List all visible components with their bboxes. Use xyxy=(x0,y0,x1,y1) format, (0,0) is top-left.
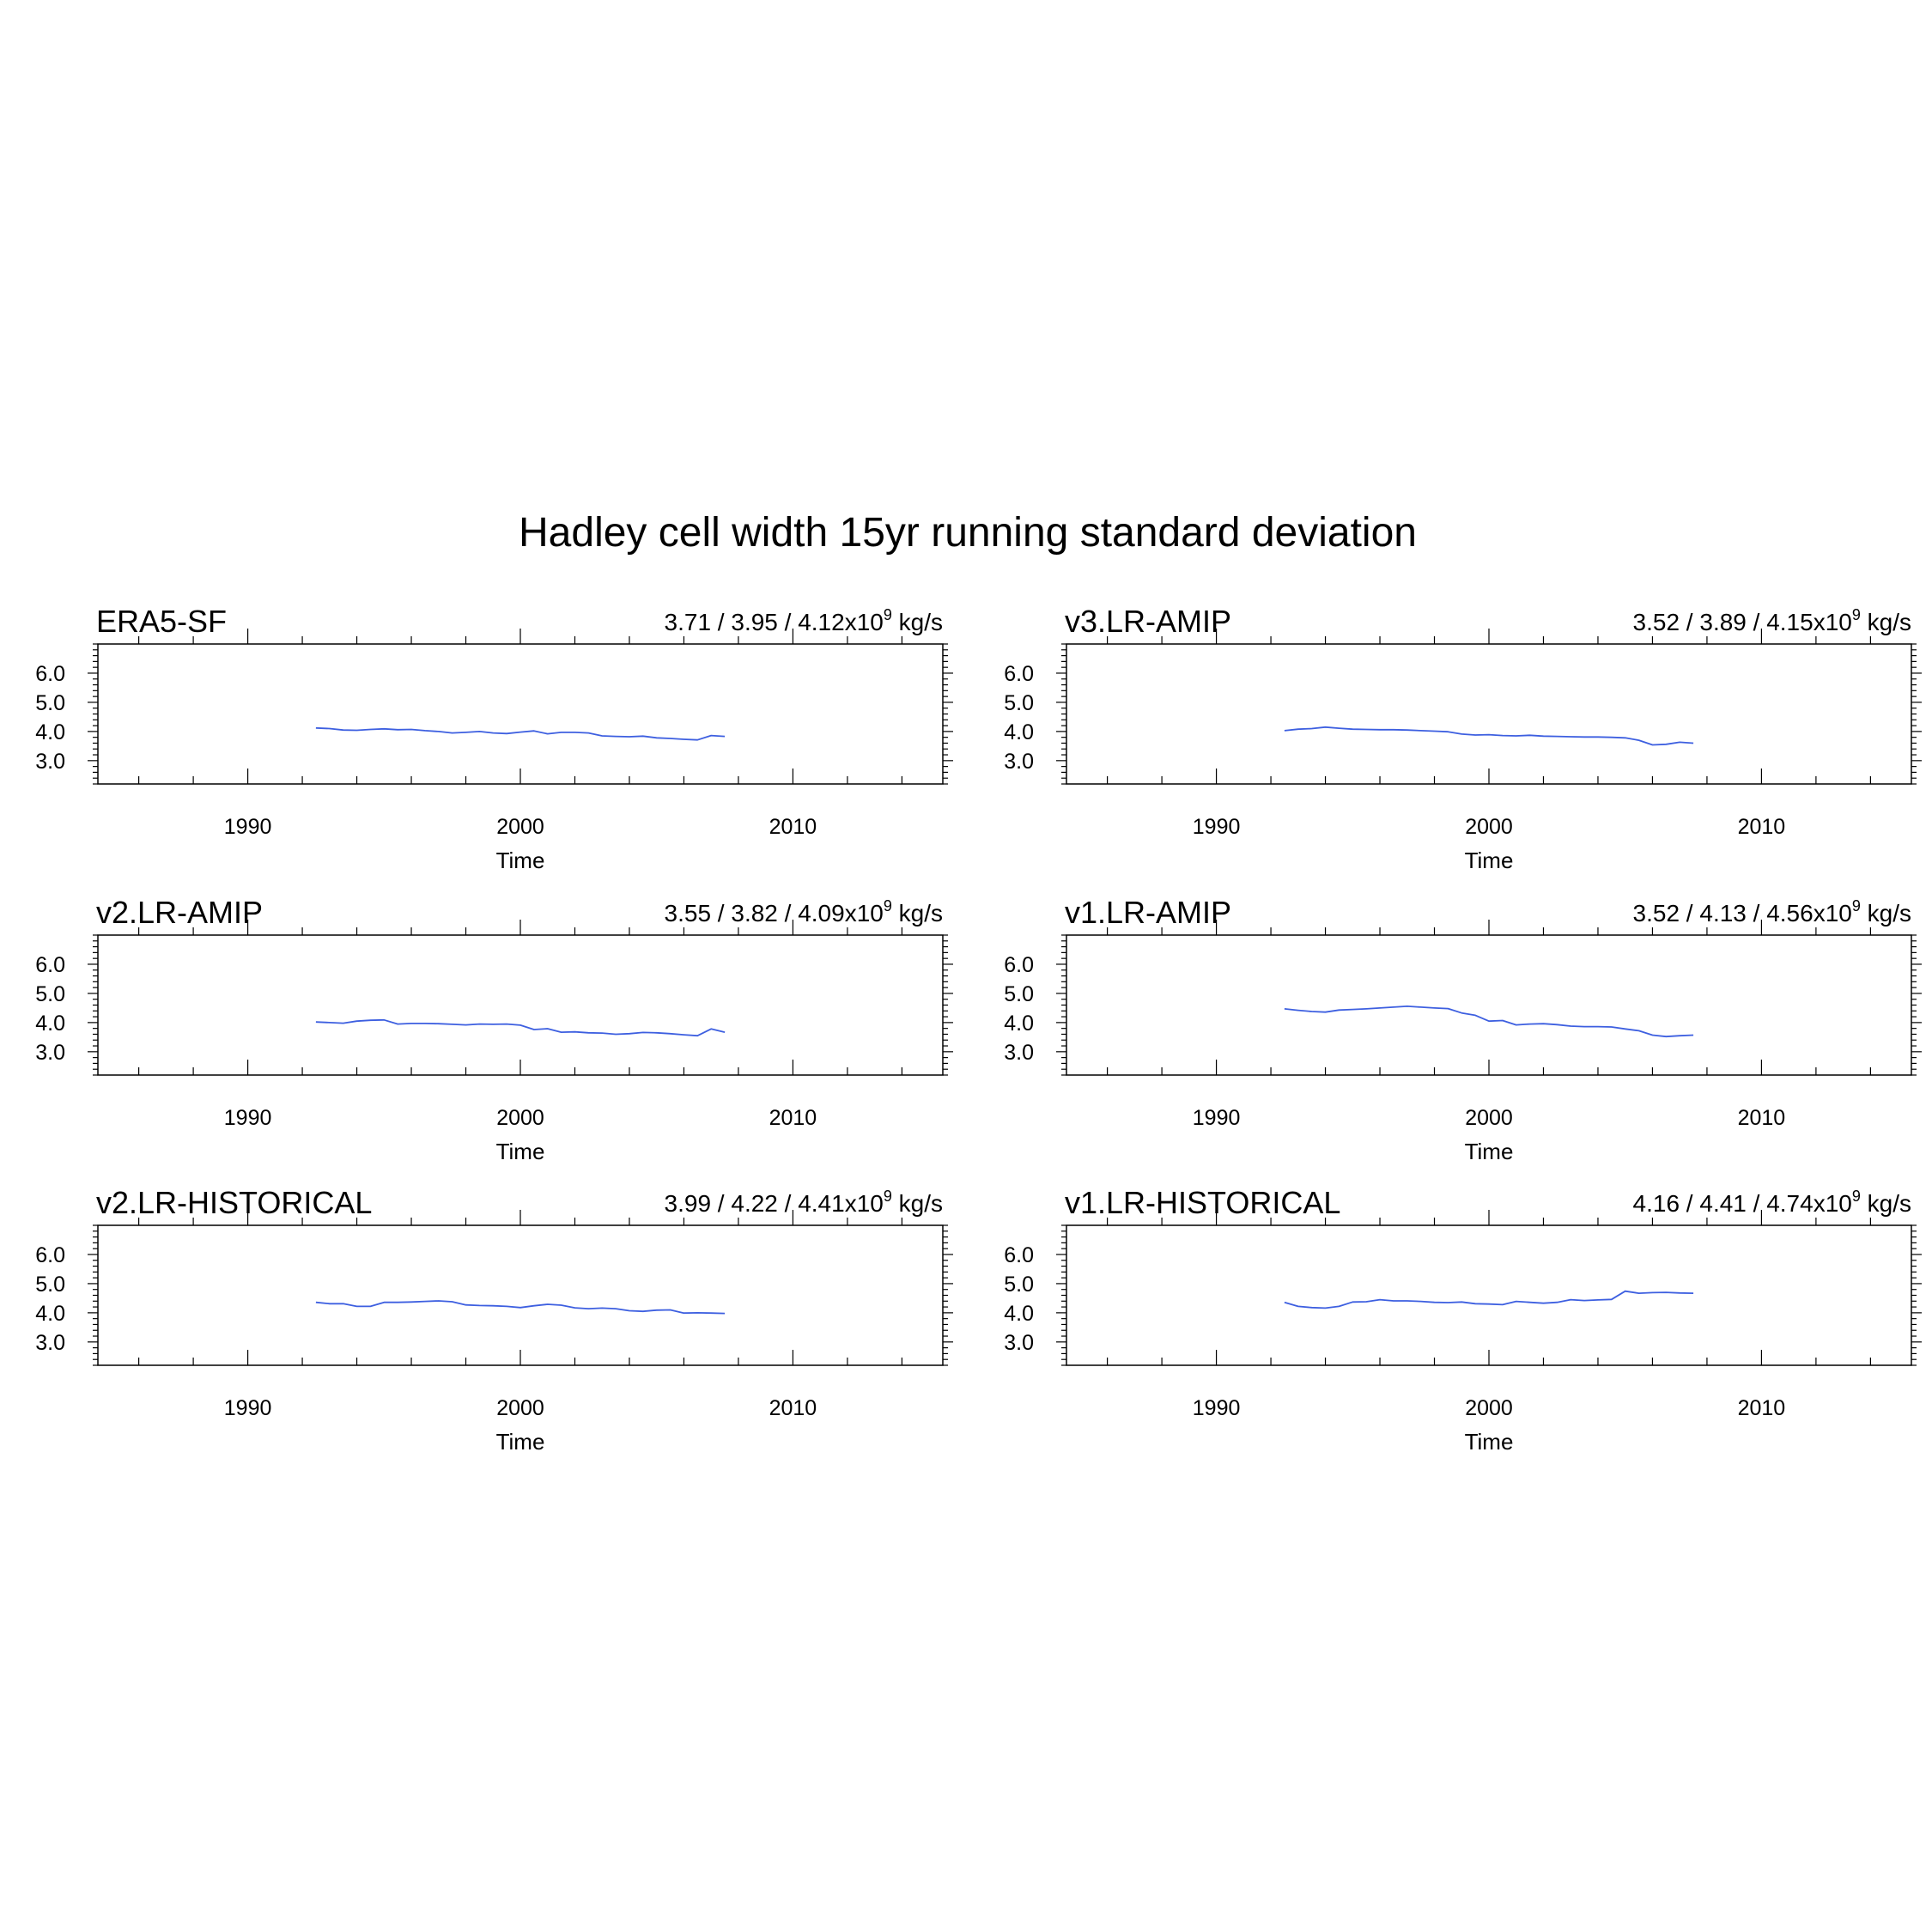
panel-v3-lr-amip: v3.LR-AMIP 3.52 / 3.89 / 4.15x109 kg/s 199… xyxy=(1004,604,1922,873)
x-tick-label: 2000 xyxy=(1465,1106,1513,1130)
y-tick-label: 6.0 xyxy=(35,953,65,977)
panel-v1-lr-amip: v1.LR-AMIP 3.52 / 4.13 / 4.56x109 kg/s 199… xyxy=(1004,895,1922,1164)
x-tick-label: 2010 xyxy=(1738,1106,1786,1130)
panel-v1-lr-historical: v1.LR-HISTORICAL 4.16 / 4.41 / 4.74x109 k… xyxy=(1004,1185,1922,1455)
stats-exponent: 9 xyxy=(884,606,892,623)
y-tick-label: 5.0 xyxy=(1004,982,1034,1006)
stats-exponent: 9 xyxy=(1852,1188,1861,1205)
x-tick-label: 2000 xyxy=(496,1106,544,1130)
panel-stats: 3.52 / 4.13 / 4.56x109 kg/s xyxy=(1633,897,1911,927)
x-axis-label: Time xyxy=(1465,848,1514,873)
y-tick-label: 3.0 xyxy=(35,1041,65,1065)
y-tick-label: 3.0 xyxy=(35,750,65,774)
panel-title: v2.LR-AMIP xyxy=(96,895,263,930)
stats-values: 3.71 / 3.95 / 4.12x10 xyxy=(665,609,884,635)
series-line xyxy=(1284,1005,1694,1038)
series-line xyxy=(1284,726,1694,746)
panel-stats: 3.52 / 3.89 / 4.15x109 kg/s xyxy=(1633,606,1911,635)
plot-frame xyxy=(1066,1224,1912,1366)
plot-frame xyxy=(97,1224,944,1366)
x-tick-label: 2010 xyxy=(1738,1396,1786,1420)
y-tick-label: 4.0 xyxy=(1004,1302,1034,1326)
y-tick-label: 3.0 xyxy=(1004,1041,1034,1065)
stats-unit: kg/s xyxy=(892,609,943,635)
y-tick-label: 6.0 xyxy=(35,1243,65,1267)
y-tick-label: 3.0 xyxy=(35,1331,65,1355)
y-tick-label: 5.0 xyxy=(35,691,65,715)
stats-exponent: 9 xyxy=(884,1188,892,1205)
plot-frame xyxy=(1066,643,1912,785)
y-tick-label: 5.0 xyxy=(35,1273,65,1297)
stats-exponent: 9 xyxy=(1852,897,1861,914)
y-tick-label: 6.0 xyxy=(1004,953,1034,977)
y-tick-label: 4.0 xyxy=(1004,720,1034,744)
plot-frame xyxy=(1066,934,1912,1076)
stats-values: 3.52 / 4.13 / 4.56x10 xyxy=(1633,900,1852,927)
stats-exponent: 9 xyxy=(1852,606,1861,623)
stats-unit: kg/s xyxy=(1861,609,1911,635)
panel-v2-lr-amip: v2.LR-AMIP 3.55 / 3.82 / 4.09x109 kg/s 199… xyxy=(35,895,953,1164)
x-tick-label: 2000 xyxy=(496,1396,544,1420)
y-tick-label: 4.0 xyxy=(35,1302,65,1326)
x-axis-label: Time xyxy=(496,848,545,873)
y-tick-label: 4.0 xyxy=(1004,1012,1034,1036)
x-tick-label: 1990 xyxy=(1193,1106,1241,1130)
panel-stats: 3.71 / 3.95 / 4.12x109 kg/s xyxy=(665,606,943,635)
y-tick-label: 6.0 xyxy=(35,662,65,686)
x-tick-label: 1990 xyxy=(224,815,272,839)
x-tick-label: 2010 xyxy=(769,815,817,839)
series-line xyxy=(315,726,726,741)
panel-title: v1.LR-AMIP xyxy=(1065,895,1231,930)
series-line xyxy=(1284,1290,1694,1309)
y-tick-label: 5.0 xyxy=(1004,691,1034,715)
y-tick-label: 4.0 xyxy=(35,1012,65,1036)
stats-values: 4.16 / 4.41 / 4.74x10 xyxy=(1633,1190,1852,1217)
x-tick-label: 2010 xyxy=(769,1396,817,1420)
y-tick-label: 5.0 xyxy=(35,982,65,1006)
x-axis-label: Time xyxy=(1465,1139,1514,1164)
stats-unit: kg/s xyxy=(1861,900,1911,927)
plot-frame xyxy=(97,643,944,785)
x-tick-label: 2000 xyxy=(1465,815,1513,839)
x-axis-label: Time xyxy=(1465,1429,1514,1455)
x-tick-label: 2000 xyxy=(1465,1396,1513,1420)
x-tick-label: 1990 xyxy=(224,1106,272,1130)
plot-frame xyxy=(97,934,944,1076)
x-tick-label: 2010 xyxy=(769,1106,817,1130)
y-tick-label: 6.0 xyxy=(1004,662,1034,686)
stats-unit: kg/s xyxy=(1861,1190,1911,1217)
series-line xyxy=(315,1300,726,1315)
y-tick-label: 3.0 xyxy=(1004,750,1034,774)
y-tick-label: 4.0 xyxy=(35,720,65,744)
x-tick-label: 1990 xyxy=(1193,815,1241,839)
stats-unit: kg/s xyxy=(892,900,943,927)
figure-title: Hadley cell width 15yr running standard … xyxy=(519,510,1417,556)
panel-stats: 4.16 / 4.41 / 4.74x109 kg/s xyxy=(1633,1188,1911,1217)
x-tick-label: 2010 xyxy=(1738,815,1786,839)
stats-values: 3.52 / 3.89 / 4.15x10 xyxy=(1633,609,1852,635)
panel-stats: 3.55 / 3.82 / 4.09x109 kg/s xyxy=(665,897,943,927)
x-tick-label: 1990 xyxy=(224,1396,272,1420)
x-axis-label: Time xyxy=(496,1139,545,1164)
panel-title: v1.LR-HISTORICAL xyxy=(1065,1185,1340,1220)
panel-v2-lr-historical: v2.LR-HISTORICAL 3.99 / 4.22 / 4.41x109 k… xyxy=(35,1185,953,1455)
stats-values: 3.99 / 4.22 / 4.41x10 xyxy=(665,1190,884,1217)
panel-stats: 3.99 / 4.22 / 4.41x109 kg/s xyxy=(665,1188,943,1217)
y-tick-label: 5.0 xyxy=(1004,1273,1034,1297)
x-tick-label: 2000 xyxy=(496,815,544,839)
panel-title: v3.LR-AMIP xyxy=(1065,604,1231,639)
panel-title: ERA5-SF xyxy=(96,604,227,639)
stats-exponent: 9 xyxy=(884,897,892,914)
stats-values: 3.55 / 3.82 / 4.09x10 xyxy=(665,900,884,927)
y-tick-label: 3.0 xyxy=(1004,1331,1034,1355)
y-tick-label: 6.0 xyxy=(1004,1243,1034,1267)
stats-unit: kg/s xyxy=(892,1190,943,1217)
panel-era5-sf: ERA5-SF 3.71 / 3.95 / 4.12x109 kg/s 1990 20… xyxy=(35,604,953,873)
x-tick-label: 1990 xyxy=(1193,1396,1241,1420)
series-line xyxy=(315,1018,726,1037)
panel-title: v2.LR-HISTORICAL xyxy=(96,1185,372,1220)
x-axis-label: Time xyxy=(496,1429,545,1455)
